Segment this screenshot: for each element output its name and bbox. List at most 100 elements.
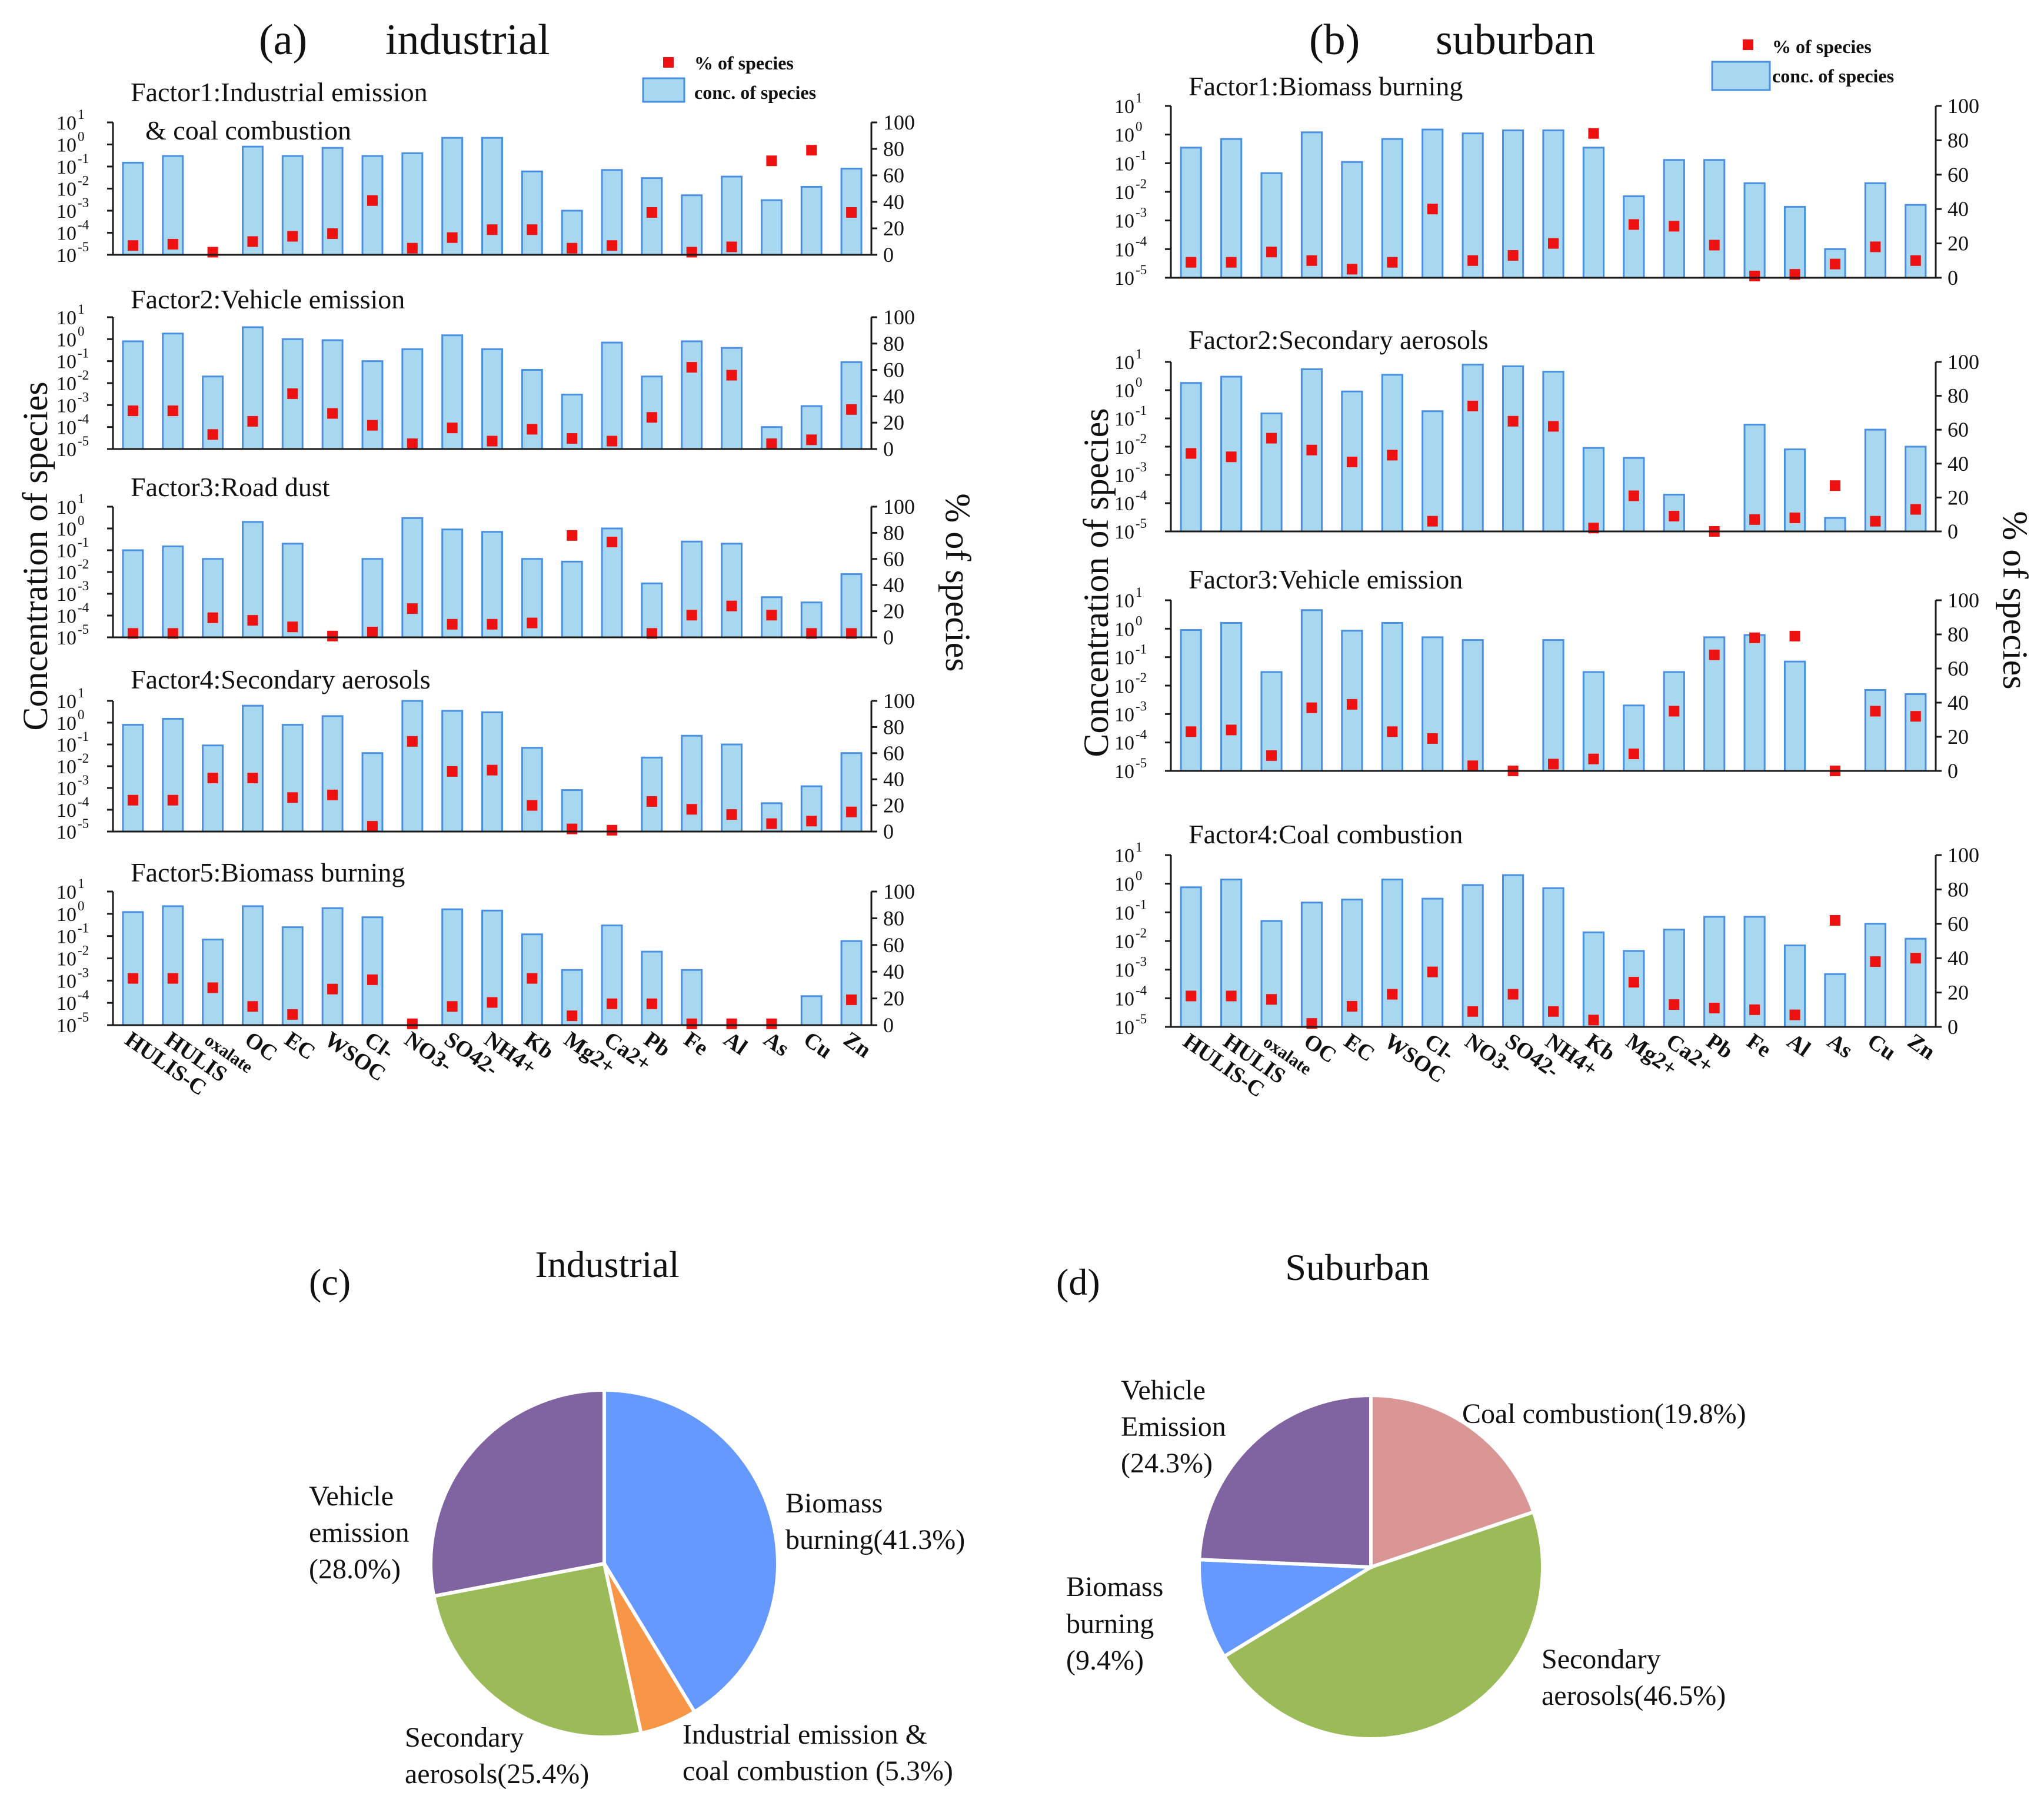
y-tick-exp: -5 [1136, 756, 1147, 770]
pct-marker [1910, 255, 1921, 266]
conc-bar [602, 926, 622, 1025]
y-tick-label: 10 [56, 734, 76, 756]
y2-tick-label: 40 [883, 384, 904, 408]
x-tick-label: EC [280, 1027, 319, 1065]
y-tick-label: 10 [56, 822, 76, 843]
conc-bar [1624, 706, 1644, 771]
pct-marker [1226, 990, 1237, 1001]
conc-bar [682, 195, 702, 255]
pct-marker [287, 621, 298, 632]
pct-marker [1467, 760, 1478, 771]
pct-marker [1749, 633, 1760, 643]
y2-tick-label: 20 [883, 600, 904, 623]
y-tick-exp: 0 [78, 899, 85, 913]
pct-marker [1347, 699, 1357, 710]
pct-marker [407, 1019, 418, 1029]
conc-bar [203, 746, 223, 832]
y-tick-label: 10 [1114, 239, 1134, 261]
y-tick-label: 10 [1114, 465, 1134, 487]
pct-marker [1427, 967, 1438, 977]
conc-bar [1463, 885, 1483, 1027]
factor-title-line2: & coal combustion [145, 115, 351, 145]
y-tick-exp: -4 [1136, 488, 1147, 503]
conc-bar [1181, 630, 1201, 771]
y-tick-label: 10 [1114, 704, 1134, 726]
pct-marker [806, 434, 817, 445]
y-tick-label: 10 [56, 307, 76, 329]
pct-marker [327, 984, 338, 995]
pie-c-label-biomass-2: burning(41.3%) [785, 1524, 965, 1555]
pie-d-label-vehicle-1: Vehicle [1121, 1375, 1206, 1406]
y-tick-label: 10 [56, 627, 76, 649]
conc-bar [1543, 888, 1563, 1027]
pct-marker [208, 613, 218, 623]
y-tick-exp: -3 [1136, 460, 1147, 474]
pct-marker [647, 412, 657, 423]
y2-tick-label: 40 [1948, 452, 1969, 475]
y2-tick-label: 80 [883, 906, 904, 930]
conc-bar [242, 327, 262, 449]
pct-marker [1749, 271, 1760, 281]
conc-bar [362, 753, 382, 832]
pct-marker [607, 999, 617, 1009]
conc-bar [163, 906, 183, 1025]
y-tick-exp: -1 [78, 921, 89, 936]
pct-marker [1186, 257, 1196, 268]
pct-marker [647, 999, 657, 1009]
y-tick-label: 10 [56, 1015, 76, 1037]
pct-marker [1629, 219, 1639, 230]
legend-b-pct-label: % of species [1772, 36, 1872, 57]
y-tick-exp: -2 [78, 557, 89, 571]
pct-marker [487, 765, 498, 776]
y-tick-label: 10 [56, 970, 76, 992]
panel-a-title: industrial [385, 16, 550, 64]
conc-bar [1745, 635, 1765, 771]
y-tick-exp: -2 [78, 174, 89, 188]
y2-tick-label: 40 [883, 573, 904, 597]
pct-marker [447, 423, 458, 433]
pct-marker [1226, 257, 1237, 268]
y2-tick-label: 60 [1948, 912, 1969, 936]
pct-marker [607, 436, 617, 447]
conc-bar [1342, 162, 1362, 278]
conc-bar [163, 546, 183, 637]
pct-marker [766, 610, 777, 620]
y-tick-exp: -4 [78, 794, 89, 809]
pct-marker [1347, 264, 1357, 274]
y-tick-exp: 0 [78, 129, 85, 144]
x-tick-label: Fe [680, 1027, 713, 1060]
y2-tick-label: 0 [883, 437, 894, 461]
y2-tick-label: 0 [1948, 266, 1958, 290]
conc-bar [322, 908, 342, 1025]
pct-marker [687, 804, 697, 814]
y-tick-label: 10 [1114, 380, 1134, 402]
y2-tick-label: 20 [1948, 232, 1969, 255]
pie-chart-industrial [431, 1390, 778, 1737]
y-tick-label: 10 [56, 926, 76, 948]
pct-marker [1387, 726, 1397, 737]
conc-bar [1664, 160, 1684, 278]
conc-bar [1664, 930, 1684, 1027]
panel-b-title: suburban [1436, 16, 1595, 64]
y-tick-label: 10 [1114, 437, 1134, 458]
x-tick-label: Zn [1903, 1029, 1940, 1065]
conc-bar [522, 370, 542, 449]
pct-marker [128, 795, 138, 806]
y-tick-label: 10 [56, 691, 76, 713]
conc-bar [482, 349, 502, 449]
y2-tick-label: 20 [883, 794, 904, 817]
y-tick-exp: -2 [1136, 926, 1147, 940]
factor-panel-a5: Factor5:Biomass burning10 -510 -410 -310 -21… [56, 857, 915, 1100]
pct-marker [1629, 749, 1639, 759]
conc-bar [801, 996, 821, 1025]
conc-bar [322, 716, 342, 832]
legend-b-pct-marker [1743, 39, 1753, 50]
conc-bar [1423, 411, 1443, 531]
y-tick-exp: -1 [78, 729, 89, 744]
pct-marker [487, 997, 498, 1007]
pct-marker [1266, 433, 1277, 444]
conc-bar [1583, 448, 1603, 531]
y2-tick-label: 100 [883, 880, 915, 903]
y2-tick-label: 40 [883, 767, 904, 791]
